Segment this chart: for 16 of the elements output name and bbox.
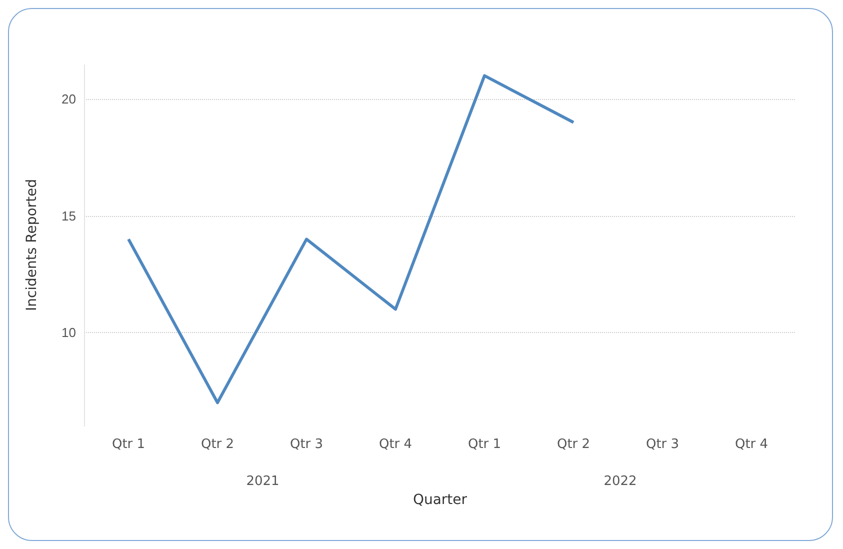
x-axis-title: Quarter bbox=[412, 492, 468, 508]
y-tick-label: 10 bbox=[62, 325, 76, 340]
x-tick-label: Qtr 3 bbox=[290, 437, 324, 452]
x-tick-label: Qtr 4 bbox=[378, 437, 412, 452]
x-tick-label: Qtr 1 bbox=[468, 437, 502, 452]
y-tick-label: 20 bbox=[62, 92, 76, 107]
x-tick-label: Qtr 2 bbox=[556, 437, 590, 452]
x-tick-label: Qtr 3 bbox=[646, 437, 680, 452]
x-tick-label: Qtr 2 bbox=[200, 437, 234, 452]
text: 2021 bbox=[246, 474, 280, 489]
line-series bbox=[127, 74, 575, 404]
text: 2022 bbox=[604, 474, 637, 489]
x-tick-label: Qtr 1 bbox=[112, 437, 146, 452]
y-axis-title: Incidents Reported bbox=[24, 178, 40, 312]
y-tick-label: 15 bbox=[62, 208, 76, 224]
x-tick-label: Qtr 4 bbox=[734, 437, 768, 452]
